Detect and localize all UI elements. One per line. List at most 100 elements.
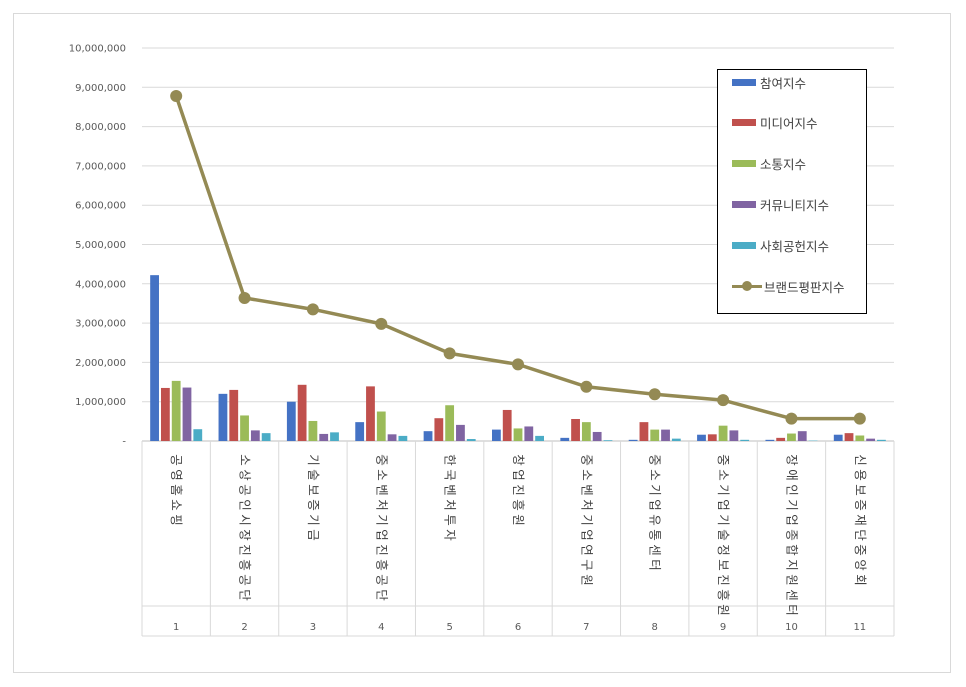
category-label-char: 핑	[169, 514, 184, 526]
bar-1	[765, 439, 775, 441]
category-label-char: 구	[579, 559, 594, 571]
bar-5	[535, 435, 544, 441]
category-label-char: 단	[238, 589, 253, 601]
bar-1	[150, 275, 159, 441]
category-label-char: 공	[238, 484, 253, 496]
bar-1	[628, 439, 638, 441]
category-label-char: 유	[648, 514, 663, 526]
category-label-char: 정	[716, 544, 731, 556]
category-label-char: 용	[853, 469, 868, 481]
brand-index-line	[170, 89, 866, 425]
category-label-char: 기	[648, 484, 663, 496]
bar-2	[844, 433, 854, 441]
category-label-char: 진	[511, 484, 526, 496]
bar-3	[376, 411, 386, 441]
category-label-char: 벤	[579, 484, 594, 496]
category-label-char: 공	[169, 454, 184, 466]
bar-4	[592, 431, 602, 441]
bar-2	[297, 384, 307, 441]
bar-5	[877, 439, 886, 441]
category-label-char: 상	[238, 469, 253, 481]
category-label-char: 기	[306, 454, 321, 466]
y-tick-label: 8,000,000	[75, 122, 126, 133]
category-label-char: 처	[579, 499, 594, 511]
category-label-char: 소	[374, 469, 389, 481]
category-label-char: 진	[238, 544, 253, 556]
brand-index-point	[306, 303, 319, 316]
bar-4	[319, 433, 329, 441]
bar-2	[639, 422, 649, 441]
bar-3	[513, 428, 523, 441]
brand-index-point	[717, 394, 730, 407]
bar-1	[560, 437, 570, 441]
brand-index-point	[170, 89, 183, 102]
y-tick-label: 5,000,000	[75, 240, 126, 251]
bar-1	[697, 434, 706, 441]
brand-index-point	[238, 291, 251, 304]
category-number: 10	[785, 622, 798, 633]
bar-5	[261, 433, 271, 441]
bar-3	[787, 433, 796, 441]
bar-3	[445, 405, 455, 441]
category-label-char: 단	[853, 529, 868, 541]
bar-3	[718, 425, 728, 441]
category-label-char: 기	[716, 484, 731, 496]
category-label-char: 흥	[716, 589, 731, 601]
category-label-char: 업	[511, 469, 526, 481]
category-number: 11	[853, 622, 866, 633]
bar-2	[571, 418, 580, 441]
brand-index-point	[853, 412, 866, 425]
category-label-char: 처	[443, 499, 458, 511]
legend-item: 사회공헌지수	[732, 236, 829, 254]
category-label-char: 합	[784, 544, 799, 556]
category-label-char: 회	[853, 574, 868, 586]
category-label-char: 흥	[374, 559, 389, 571]
legend-swatch	[732, 241, 756, 249]
legend-label: 참여지수	[760, 75, 807, 91]
category-label-char: 중	[716, 454, 731, 466]
category-label-char: 인	[784, 484, 799, 496]
brand-index-point	[375, 317, 388, 330]
legend: 참여지수 미디어지수 소통지수 커뮤니티지수 사회공헌지수 브랜드평판지수	[717, 69, 867, 314]
category-label-char: 지	[784, 559, 799, 571]
category-label-char: 기	[374, 514, 389, 526]
bar-4	[250, 430, 260, 441]
category-label-char: 인	[238, 499, 253, 511]
category-label-char: 원	[716, 604, 731, 616]
category-label-char: 신	[853, 454, 868, 466]
y-tick-label: 6,000,000	[75, 201, 126, 212]
bar-4	[456, 424, 465, 441]
category-label-char: 기	[579, 514, 594, 526]
brand-index-point	[648, 388, 661, 401]
bar-1	[286, 401, 296, 441]
category-label-char: 업	[716, 499, 731, 511]
category-label-char: 소	[648, 469, 663, 481]
category-label-char: 진	[374, 544, 389, 556]
category-label-char: 앙	[853, 559, 868, 571]
bar-3	[855, 435, 865, 441]
bar-5	[193, 429, 203, 441]
bar-1	[492, 429, 501, 441]
bar-2	[776, 437, 786, 441]
bar-2	[229, 389, 239, 441]
category-label-char: 국	[443, 469, 458, 481]
category-label-char: 연	[579, 544, 594, 556]
legend-item: 미디어지수	[732, 113, 818, 131]
category-number: 2	[241, 622, 247, 633]
category-label-char: 소	[579, 469, 594, 481]
category-label-char: 중	[853, 544, 868, 556]
category-number: 3	[310, 622, 316, 633]
legend-label: 미디어지수	[760, 115, 818, 131]
brand-index-point	[443, 347, 456, 360]
bar-2	[366, 386, 375, 441]
bar-3	[308, 420, 318, 441]
bar-4	[387, 434, 397, 441]
category-label-char: 소	[238, 454, 253, 466]
